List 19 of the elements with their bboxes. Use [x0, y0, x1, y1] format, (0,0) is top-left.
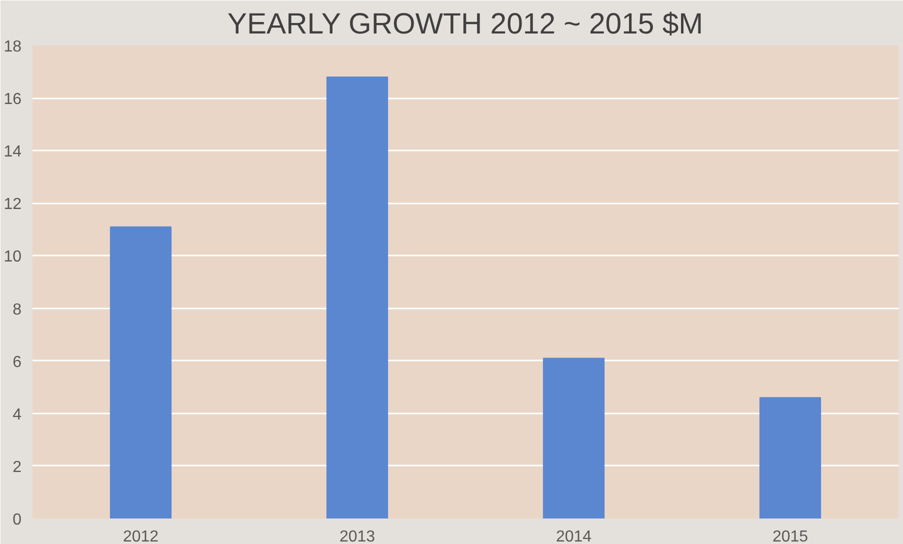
y-tick-label: 10 [4, 248, 22, 266]
x-tick-label: 2013 [339, 528, 376, 544]
y-tick-label: 4 [12, 406, 22, 424]
y-tick-label: 14 [4, 144, 22, 161]
bar [326, 76, 388, 518]
bar [110, 226, 172, 518]
y-tick-label: 18 [4, 38, 22, 56]
x-tick-label: 2012 [122, 528, 159, 544]
y-tick-label: 16 [4, 91, 22, 108]
x-tick-label: 2014 [556, 528, 592, 544]
y-tick-label: 2 [12, 458, 22, 476]
chart-title: YEARLY GROWTH 2012 ~ 2015 $M [227, 8, 704, 40]
x-tick-label: 2015 [772, 528, 808, 544]
y-tick-label: 0 [12, 512, 22, 528]
y-tick-label: 8 [12, 301, 22, 318]
y-tick-label: 6 [12, 354, 22, 371]
bar [542, 358, 605, 518]
y-tick-label: 12 [4, 196, 22, 214]
bar [759, 397, 822, 518]
